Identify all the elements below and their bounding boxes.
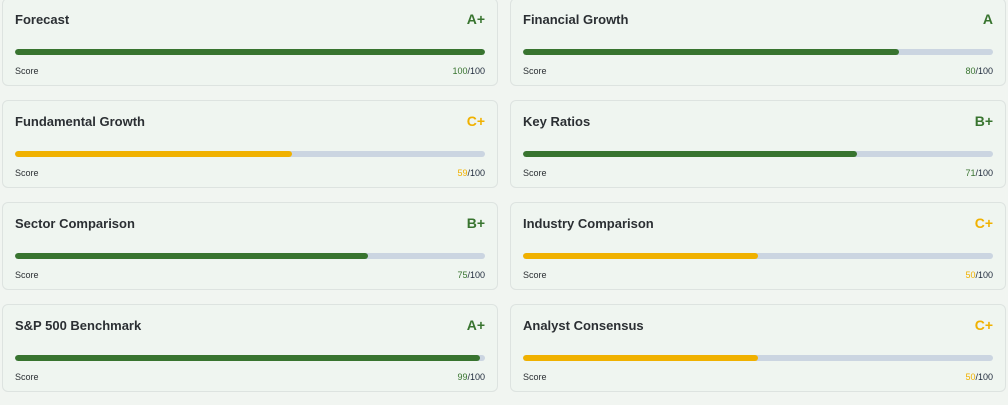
score-label: Score [15,270,39,280]
score-number: 71 [965,168,976,178]
score-card: Financial Growth A Score 80/100 [510,0,1006,86]
card-title: S&P 500 Benchmark [15,318,142,333]
grade-badge: A [982,11,993,27]
score-number: 59 [457,168,468,178]
score-value: 80/100 [965,66,993,76]
score-progress-fill [523,355,758,361]
score-number: 80 [965,66,976,76]
card-title: Forecast [15,12,70,27]
card-title: Financial Growth [523,12,629,27]
score-progress-bar [523,151,993,157]
score-max: /100 [975,168,993,178]
score-max: /100 [975,372,993,382]
score-progress-fill [15,49,485,55]
score-value: 50/100 [965,270,993,280]
score-number: 99 [457,372,468,382]
score-max: /100 [467,66,485,76]
score-progress-bar [15,355,485,361]
score-card: Key Ratios B+ Score 71/100 [510,100,1006,188]
score-progress-fill [523,253,758,259]
score-number: 75 [457,270,468,280]
score-max: /100 [975,66,993,76]
score-label: Score [15,66,39,76]
grade-badge: C+ [974,215,993,231]
score-label: Score [523,66,547,76]
score-progress-bar [523,49,993,55]
score-label: Score [523,168,547,178]
score-progress-bar [15,49,485,55]
score-card: Sector Comparison B+ Score 75/100 [2,202,498,290]
card-title: Key Ratios [523,114,591,129]
score-progress-bar [523,355,993,361]
score-progress-fill [15,151,293,157]
grade-badge: C+ [466,113,485,129]
score-card: Forecast A+ Score 100/100 [2,0,498,86]
score-value: 100/100 [452,66,485,76]
grade-badge: A+ [466,11,485,27]
score-card: Fundamental Growth C+ Score 59/100 [2,100,498,188]
score-card: Industry Comparison C+ Score 50/100 [510,202,1006,290]
score-value: 59/100 [457,168,485,178]
card-title: Industry Comparison [523,216,654,231]
grade-badge: B+ [974,113,993,129]
score-max: /100 [975,270,993,280]
card-title: Sector Comparison [15,216,135,231]
score-number: 50 [965,372,976,382]
score-value: 71/100 [965,168,993,178]
score-value: 99/100 [457,372,485,382]
score-card: Analyst Consensus C+ Score 50/100 [510,304,1006,392]
score-max: /100 [467,168,485,178]
score-label: Score [15,168,39,178]
grade-badge: A+ [466,317,485,333]
score-progress-fill [15,355,481,361]
score-label: Score [523,372,547,382]
score-value: 50/100 [965,372,993,382]
score-progress-fill [523,49,899,55]
score-number: 100 [452,66,468,76]
score-card: S&P 500 Benchmark A+ Score 99/100 [2,304,498,392]
score-progress-bar [15,151,485,157]
score-progress-fill [15,253,368,259]
score-progress-fill [523,151,857,157]
grade-badge: C+ [974,317,993,333]
score-value: 75/100 [457,270,485,280]
score-max: /100 [467,270,485,280]
score-progress-bar [523,253,993,259]
score-label: Score [523,270,547,280]
card-title: Analyst Consensus [523,318,644,333]
score-max: /100 [467,372,485,382]
score-number: 50 [965,270,976,280]
score-progress-bar [15,253,485,259]
card-title: Fundamental Growth [15,114,145,129]
score-cards-grid: Forecast A+ Score 100/100 Financial Growt… [2,0,1006,392]
score-label: Score [15,372,39,382]
grade-badge: B+ [466,215,485,231]
